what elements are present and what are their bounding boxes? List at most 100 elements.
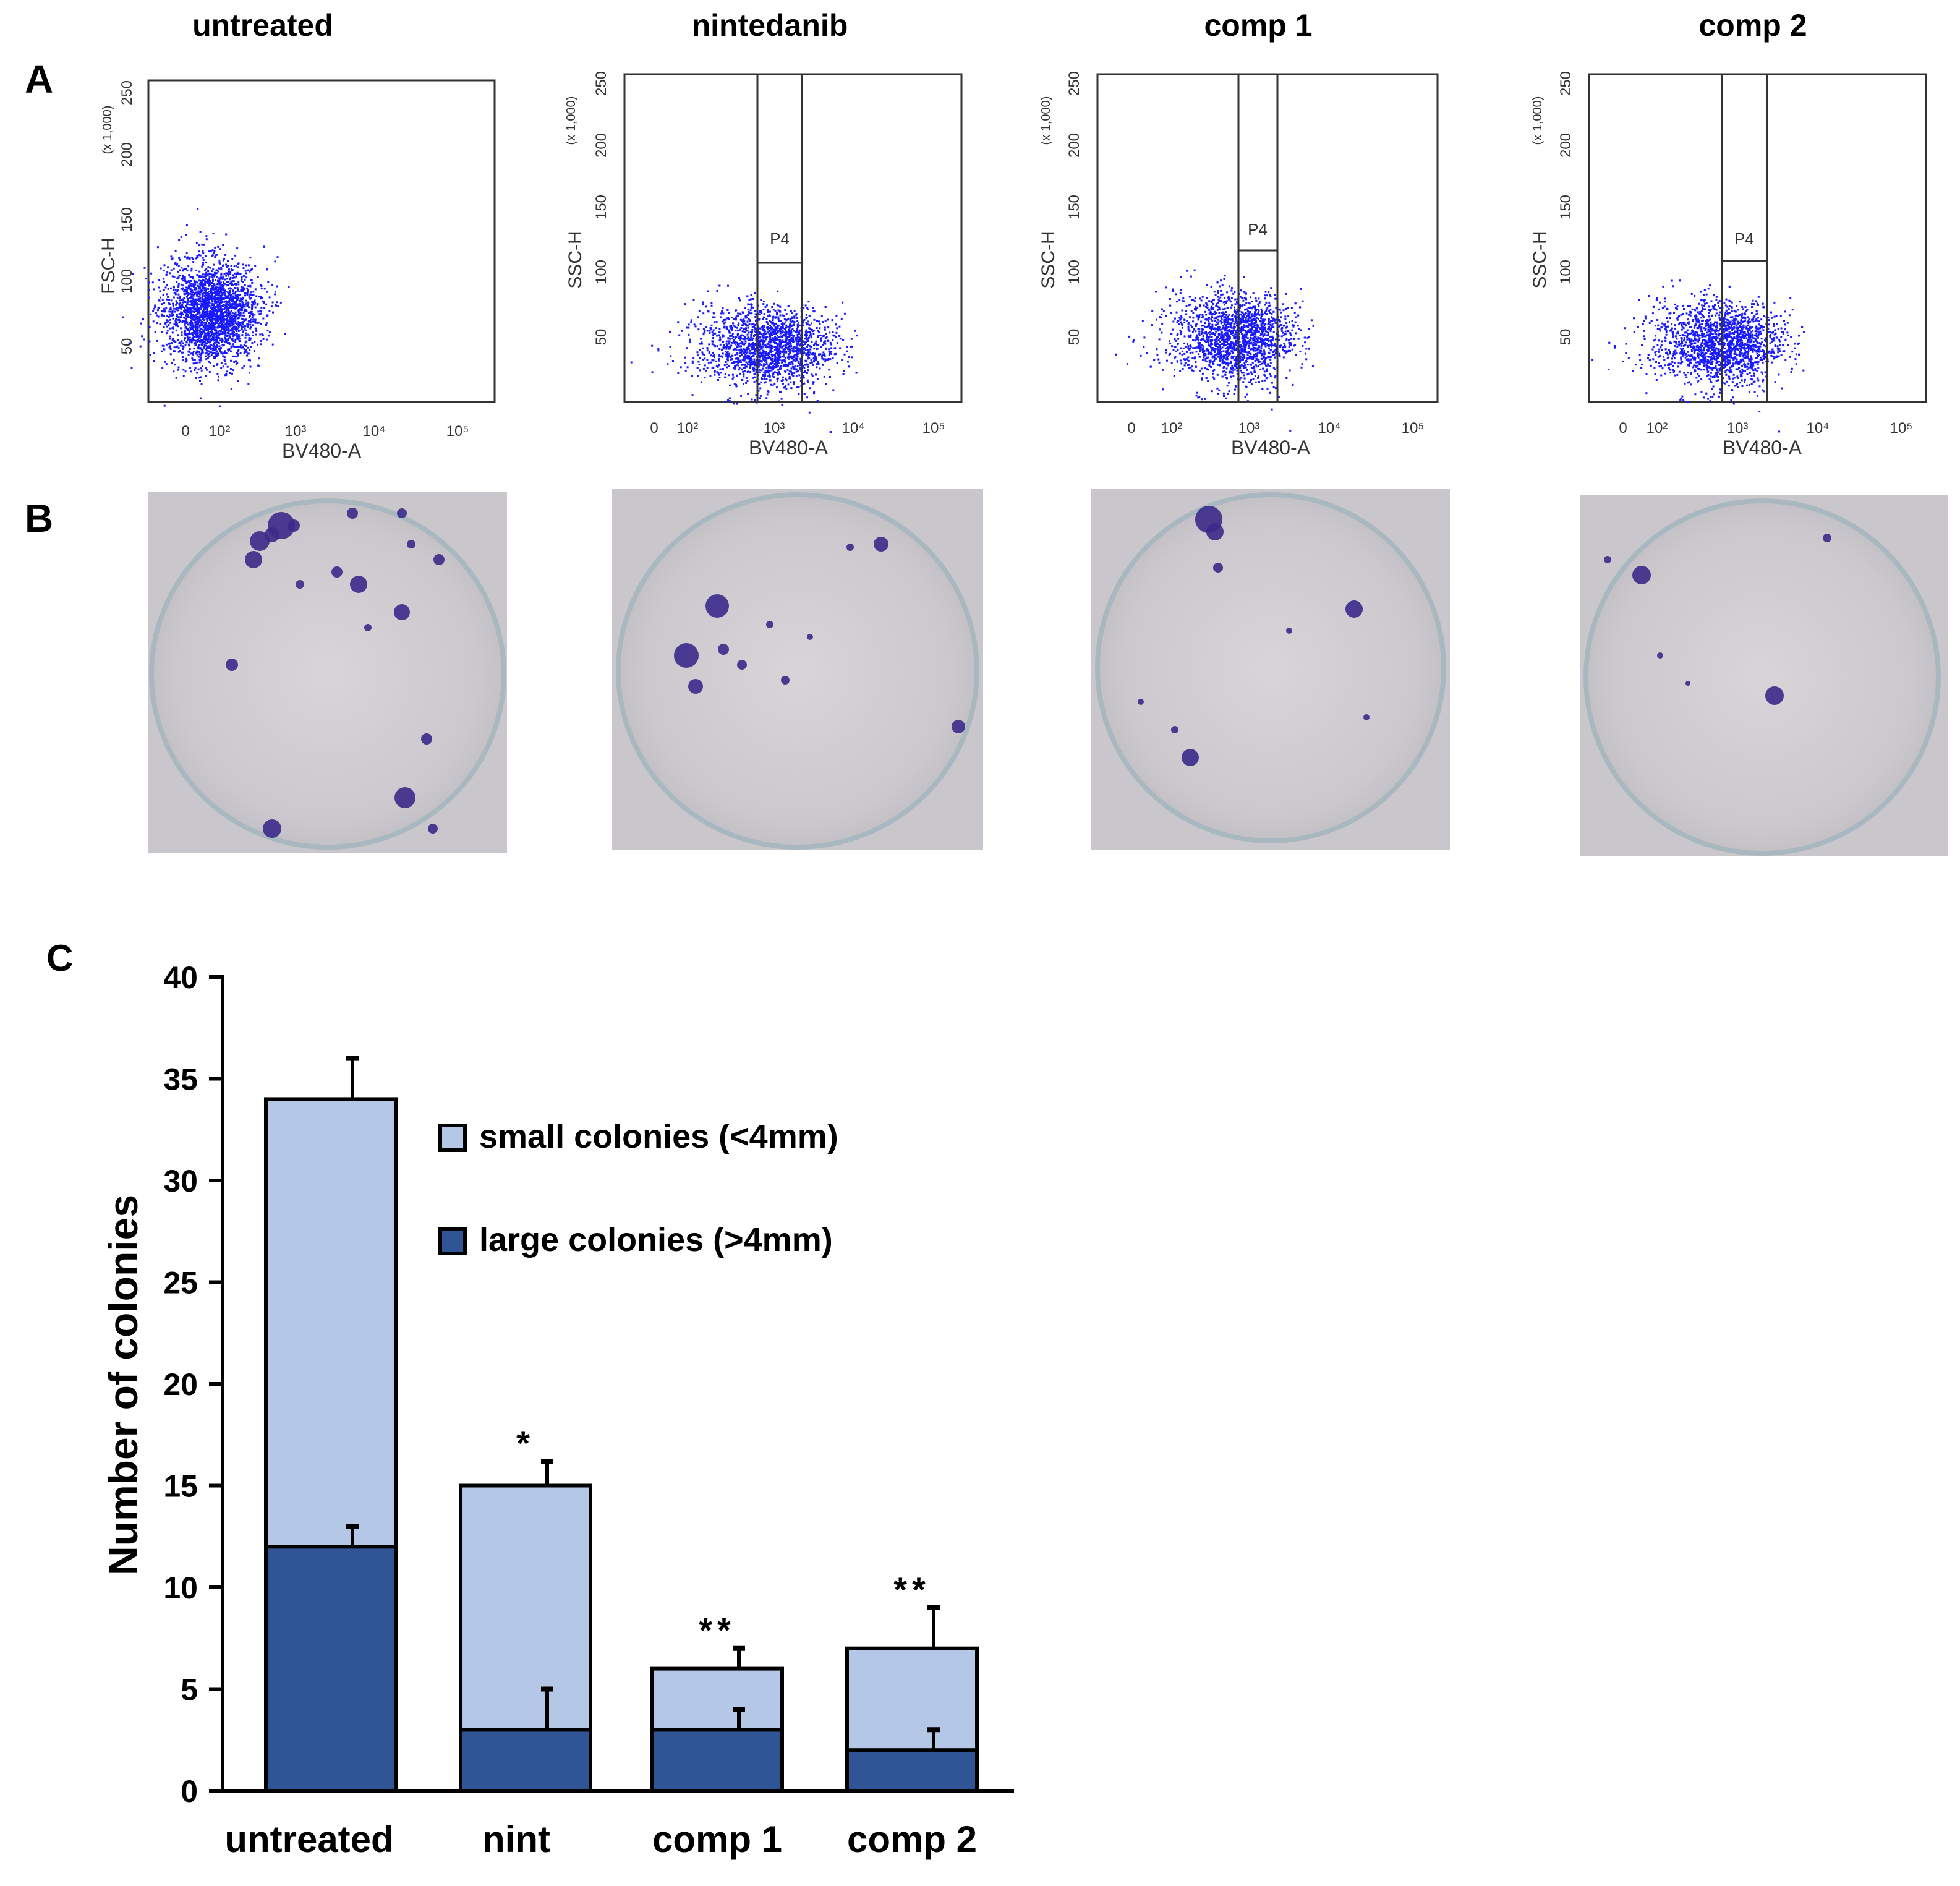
event-dot [241,301,244,303]
event-dot [749,352,752,355]
event-dot [219,351,221,353]
event-dot [196,319,198,322]
event-dot [746,365,748,368]
event-dot [233,265,236,268]
event-dot [213,342,216,344]
event-dot [228,327,230,330]
event-dot [799,357,802,360]
event-dot [215,272,217,275]
event-dot [211,288,214,290]
event-dot [260,343,262,346]
y-tick: 250 [593,71,610,96]
event-dot [178,257,181,259]
event-dot [198,311,201,314]
event-dot [279,301,282,304]
event-dot [207,354,210,356]
event-dot [749,365,752,367]
event-dot [697,316,699,318]
event-dot [767,328,769,331]
event-dot [176,307,178,309]
event-dot [194,298,197,301]
event-dot [168,313,171,315]
event-dot [811,330,814,333]
event-dot [772,375,774,378]
event-dot [768,363,770,365]
event-dot [189,297,191,299]
event-dot [195,303,197,305]
event-dot [179,297,181,299]
event-dot [175,377,177,379]
event-dot [754,349,757,352]
event-dot [216,335,219,338]
event-dot [158,286,160,289]
event-dot [206,275,208,276]
event-dot [197,368,200,370]
event-dot [823,335,825,337]
event-dot [175,329,177,331]
event-dot [187,316,189,318]
event-dot [239,294,241,296]
event-dot [743,320,746,323]
event-dot [719,336,722,339]
event-dot [744,322,746,325]
event-dot [775,352,777,355]
event-dot [196,354,198,357]
event-dot [797,339,799,342]
event-dot [266,314,269,317]
event-dot [785,324,788,326]
event-dot [163,344,165,347]
event-dot [235,338,237,340]
event-dot [213,297,216,299]
y-scale-note: (x 1,000) [101,106,114,155]
event-dot [833,335,836,337]
event-dot [769,339,772,341]
event-dot [702,303,704,305]
event-dot [740,334,743,336]
event-dot [203,301,205,303]
event-dot [218,277,220,279]
event-dot [785,351,788,354]
event-dot [218,301,219,304]
event-dot [181,278,183,280]
event-dot [223,284,225,287]
event-dot [260,288,263,290]
event-dot [202,310,205,312]
event-dot [807,369,809,372]
event-dot [671,360,674,362]
event-dot [714,370,716,372]
event-dot [773,376,775,378]
event-dot [745,377,748,379]
event-dot [728,352,731,355]
event-dot [785,365,788,367]
event-dot [790,370,793,373]
event-dot [200,397,202,399]
event-dot [777,335,778,336]
event-dot [697,361,700,363]
event-dot [796,359,799,361]
event-dot [201,320,203,323]
event-dot [209,267,211,269]
event-dot [803,393,806,395]
event-dot [751,361,754,364]
event-dot [204,287,207,289]
event-dot [791,362,794,365]
event-dot [809,331,811,333]
event-dot [758,352,761,354]
event-dot [786,343,788,345]
event-dot [228,284,230,286]
event-dot [223,332,225,335]
event-dot [773,354,776,356]
event-dot [741,343,744,345]
event-dot [806,323,809,325]
event-dot [785,319,788,321]
event-dot [172,304,174,306]
event-dot [744,317,747,319]
condition-title: comp 1 [1204,8,1312,43]
event-dot [219,302,221,305]
event-dot [199,380,201,382]
event-dot [229,320,231,323]
event-dot [215,317,217,320]
event-dot [184,330,187,333]
event-dot [743,356,745,358]
event-dot [244,278,246,281]
